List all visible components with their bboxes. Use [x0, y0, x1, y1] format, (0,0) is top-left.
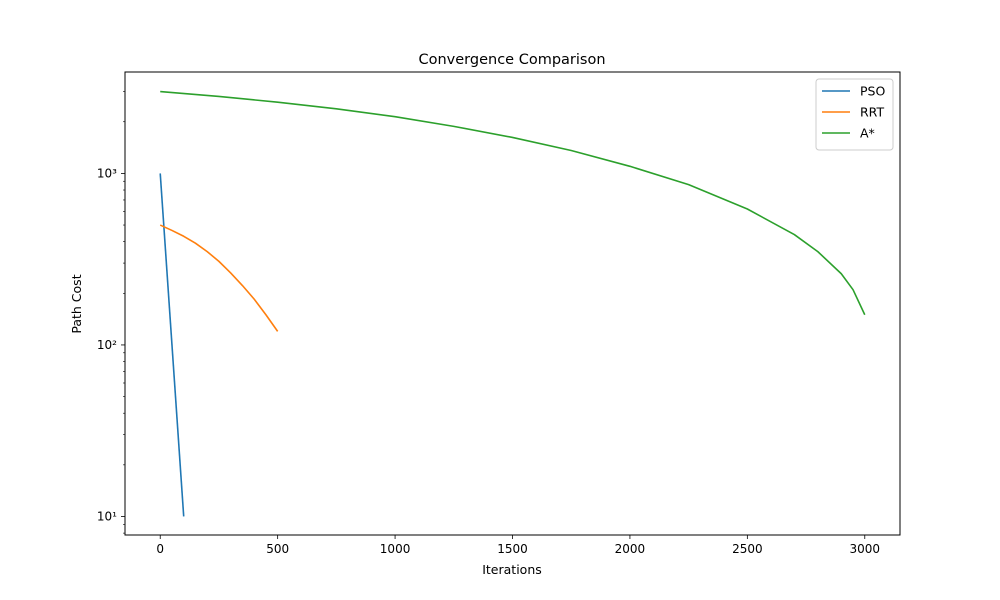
axes-frame [124, 71, 901, 536]
legend-label: A* [860, 126, 875, 141]
y-tick-label: 10³ [97, 166, 117, 180]
legend-label: PSO [860, 84, 885, 99]
x-axis-label: Iterations [482, 562, 542, 577]
legend-label: RRT [860, 105, 884, 120]
x-tick-label: 2500 [732, 542, 763, 556]
series-line-rrt [159, 224, 279, 332]
x-tick-label: 0 [156, 542, 164, 556]
x-tick-label: 1000 [380, 542, 411, 556]
legend: PSO RRT A* [815, 78, 894, 151]
plot-area: 0 500 1000 1500 2000 2500 3000 10¹ 10² 10³ [97, 90, 880, 556]
series-line-astar [160, 90, 866, 316]
series-line-pso [159, 173, 185, 517]
y-tick-label: 10² [97, 338, 117, 352]
y-axis-label: Path Cost [69, 274, 84, 333]
y-tick-label: 10¹ [97, 509, 117, 523]
x-tick-label: 2000 [615, 542, 646, 556]
x-tick-label: 500 [266, 542, 289, 556]
x-tick-label: 1500 [497, 542, 528, 556]
chart-title: Convergence Comparison [418, 52, 605, 68]
x-tick-label: 3000 [849, 542, 880, 556]
